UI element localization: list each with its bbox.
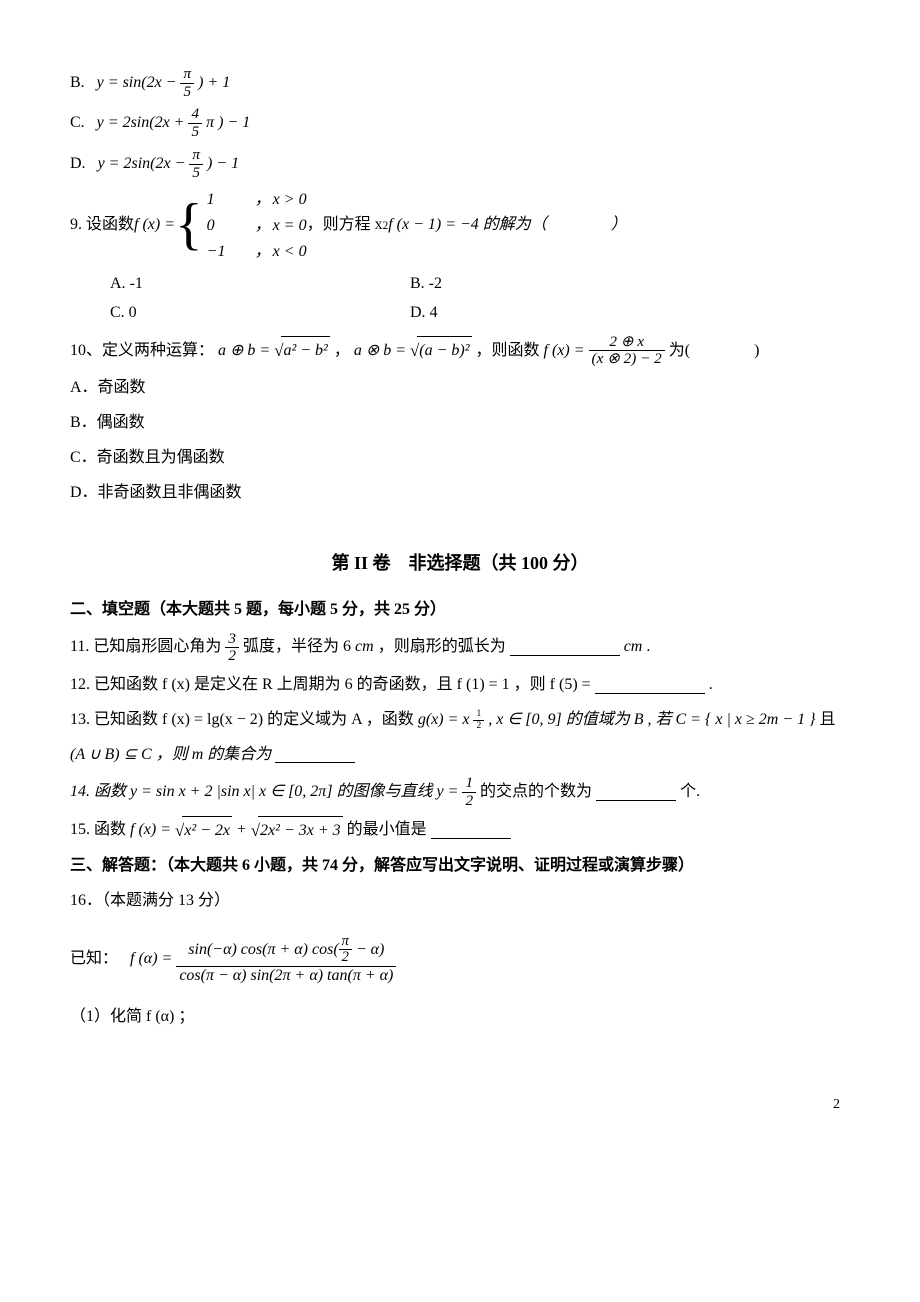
- sqrt: a² − b²: [274, 336, 330, 366]
- q8-option-D: D. y = 2sin(2x − π5 ) − 1: [70, 147, 850, 181]
- q10-option-A: A．奇函数: [70, 374, 850, 403]
- sqrt: (a − b)²: [410, 336, 471, 366]
- section-title: 第 II 卷 非选择题（共 100 分）: [70, 547, 850, 579]
- q13-line1: 13. 已知函数 f (x) = lg(x − 2) 的定义域为 A ，函数 g…: [70, 706, 850, 735]
- q14: 14. 函数 y = sin x + 2 |sin x| x ∈ [0, 2π]…: [70, 775, 850, 809]
- blank: [275, 746, 355, 763]
- fraction: 45: [188, 106, 202, 140]
- fraction: 2 ⊕ x(x ⊗ 2) − 2: [589, 334, 665, 368]
- q9-options-row2: C. 0 D. 4: [110, 299, 850, 328]
- blank: [431, 822, 511, 839]
- q9-options-row1: A. -1 B. -2: [110, 270, 850, 299]
- label: D.: [70, 155, 86, 172]
- q10-option-B: B．偶函数: [70, 409, 850, 438]
- q16-expr: 已知： f (α) = sin(−α) cos(π + α) cos(π2 − …: [70, 934, 850, 985]
- q10-option-C: C．奇函数且为偶函数: [70, 444, 850, 473]
- answer-header: 三、解答题：（本大题共 6 小题，共 74 分，解答应写出文字说明、证明过程或演…: [70, 852, 850, 881]
- fill-header: 二、填空题（本大题共 5 题，每小题 5 分，共 25 分）: [70, 596, 850, 625]
- fraction: π5: [189, 147, 203, 181]
- blank: [596, 784, 676, 801]
- q12: 12. 已知函数 f (x) 是定义在 R 上周期为 6 的奇函数，且 f (1…: [70, 671, 850, 700]
- q10-option-D: D．非奇函数且非偶函数: [70, 479, 850, 508]
- q11: 11. 已知扇形圆心角为 32 弧度，半径为 6 cm ，则扇形的弧长为 cm …: [70, 631, 850, 665]
- blank: [510, 639, 620, 656]
- fraction: 12: [462, 775, 476, 809]
- piecewise: { 1，x > 0 0，x = 0 −1，x < 0: [175, 187, 307, 264]
- fraction: π5: [180, 66, 194, 100]
- sqrt: x² − 2x: [175, 816, 232, 846]
- page-number: 2: [70, 1092, 850, 1117]
- q15: 15. 函数 f (x) = x² − 2x + 2x² − 3x + 3 的最…: [70, 816, 850, 846]
- q16-part1: （1）化简 f (α) ；: [70, 1003, 850, 1032]
- fraction: 32: [225, 631, 239, 665]
- brace-icon: {: [175, 201, 203, 250]
- sqrt: 2x² − 3x + 3: [251, 816, 343, 846]
- q9-stem: 9. 设函数 f (x) = { 1，x > 0 0，x = 0 −1，x < …: [70, 187, 850, 264]
- q8-option-B: B. y = sin(2x − π5 ) + 1: [70, 66, 850, 100]
- blank: [595, 677, 705, 694]
- q8-option-C: C. y = 2sin(2x + 45 π ) − 1: [70, 106, 850, 140]
- q13-line2: (A ∪ B) ⊆ C ，则 m 的集合为: [70, 741, 850, 770]
- q10-stem: 10、定义两种运算： a ⊕ b = a² − b² ， a ⊗ b = (a …: [70, 334, 850, 368]
- label: C.: [70, 114, 85, 131]
- label: B.: [70, 74, 85, 91]
- fraction: sin(−α) cos(π + α) cos(π2 − α) cos(π − α…: [176, 934, 396, 985]
- q16-head: 16．（本题满分 13 分）: [70, 887, 850, 916]
